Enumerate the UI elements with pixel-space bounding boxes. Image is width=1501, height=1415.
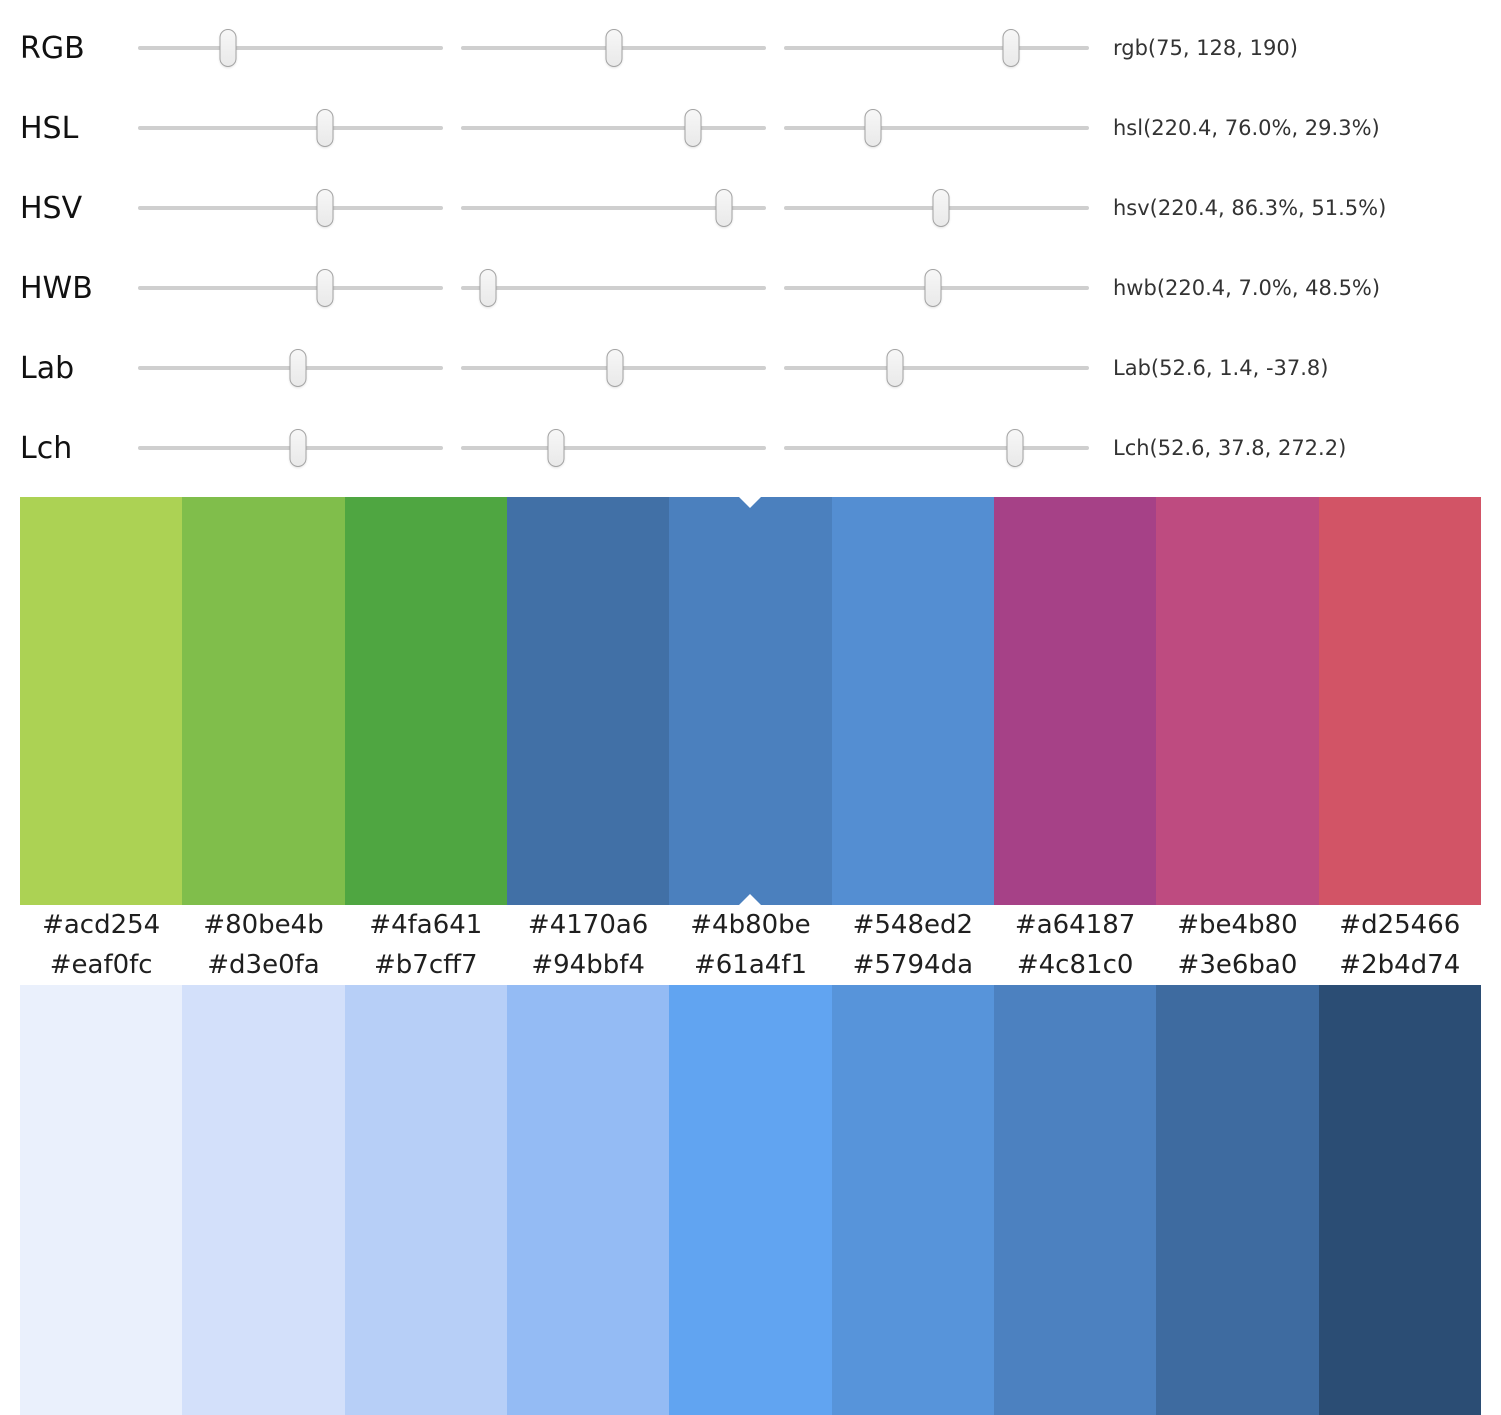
selected-marker-bottom-icon	[739, 894, 762, 905]
rgb-value-text: rgb(75, 128, 190)	[1113, 36, 1298, 60]
hwb-slider-track-3[interactable]	[784, 269, 1089, 307]
hsv-value-text: hsv(220.4, 86.3%, 51.5%)	[1113, 196, 1387, 220]
hsv-slider-track-3[interactable]	[784, 189, 1089, 227]
hue-hex-label-4: #4b80be	[690, 910, 811, 940]
hue-swatch-6[interactable]	[993, 497, 1157, 905]
shade-swatch-8[interactable]	[1318, 985, 1481, 1415]
shade-hex-label-6: #4c81c0	[1016, 950, 1134, 980]
hsl-slider-handle-1[interactable]	[316, 109, 334, 147]
hwb-slider-track-1[interactable]	[138, 269, 443, 307]
hwb-slider-handle-1[interactable]	[316, 269, 334, 307]
hue-swatch-5[interactable]	[831, 497, 994, 905]
colorspace-label-hwb: HWB	[20, 270, 93, 306]
lab-slider-handle-3[interactable]	[886, 349, 904, 387]
shade-palette	[20, 985, 1481, 1415]
lch-slider-handle-3[interactable]	[1006, 429, 1024, 467]
hsv-slider-track-1[interactable]	[138, 189, 443, 227]
shade-hex-label-1: #d3e0fa	[207, 950, 320, 980]
rgb-slider-track-2[interactable]	[461, 29, 766, 67]
lab-slider-track-3[interactable]	[784, 349, 1089, 387]
hsv-slider-handle-2[interactable]	[715, 189, 733, 227]
slider-row-rgb: RGB rgb(75, 128, 190)	[20, 8, 1501, 88]
lab-value-text: Lab(52.6, 1.4, -37.8)	[1113, 356, 1329, 380]
selected-marker-top-icon	[739, 497, 762, 508]
shade-hex-label-2: #b7cff7	[374, 950, 478, 980]
rgb-slider-handle-1[interactable]	[219, 29, 237, 67]
hsv-slider-track-2[interactable]	[461, 189, 766, 227]
shade-hex-label-8: #2b4d74	[1339, 950, 1461, 980]
hsl-slider-track-2[interactable]	[461, 109, 766, 147]
hue-hex-label-3: #4170a6	[527, 910, 649, 940]
lch-slider-handle-1[interactable]	[289, 429, 307, 467]
shade-swatch-0[interactable]	[20, 985, 183, 1415]
hsv-slider-handle-3[interactable]	[932, 189, 950, 227]
hue-swatch-3[interactable]	[506, 497, 670, 905]
hsl-value-text: hsl(220.4, 76.0%, 29.3%)	[1113, 116, 1380, 140]
lch-slider-track-3[interactable]	[784, 429, 1089, 467]
shade-swatch-2[interactable]	[344, 985, 507, 1415]
lch-slider-track-2[interactable]	[461, 429, 766, 467]
hue-hex-label-2: #4fa641	[369, 910, 483, 940]
hue-swatch-8[interactable]	[1318, 497, 1481, 905]
hsl-slider-track-3[interactable]	[784, 109, 1089, 147]
lch-slider-track-1[interactable]	[138, 429, 443, 467]
hue-swatch-4-selected[interactable]	[669, 497, 832, 905]
shade-hex-label-4: #61a4f1	[693, 950, 807, 980]
shade-hex-label-0: #eaf0fc	[49, 950, 153, 980]
shade-hex-label-7: #3e6ba0	[1177, 950, 1298, 980]
hue-swatch-7[interactable]	[1156, 497, 1319, 905]
hue-palette	[20, 497, 1481, 905]
shade-hex-label-5: #5794da	[852, 950, 973, 980]
hsl-slider-track-1[interactable]	[138, 109, 443, 147]
slider-row-hwb: HWB hwb(220.4, 7.0%, 48.5%)	[20, 248, 1501, 328]
colorspace-label-rgb: RGB	[20, 30, 85, 66]
rgb-slider-track-3[interactable]	[784, 29, 1089, 67]
hue-hex-labels: #acd254 #80be4b #4fa641 #4170a6 #4b80be …	[20, 905, 1481, 945]
colorspace-sliders: RGB rgb(75, 128, 190) HSL hsl(220.4, 76.…	[0, 0, 1501, 488]
hue-swatch-2[interactable]	[344, 497, 507, 905]
rgb-slider-handle-2[interactable]	[605, 29, 623, 67]
shade-swatch-6[interactable]	[993, 985, 1157, 1415]
lch-slider-handle-2[interactable]	[547, 429, 565, 467]
shade-hex-label-3: #94bbf4	[531, 950, 645, 980]
shade-swatch-4[interactable]	[669, 985, 832, 1415]
slider-row-lch: Lch Lch(52.6, 37.8, 272.2)	[20, 408, 1501, 488]
slider-row-hsl: HSL hsl(220.4, 76.0%, 29.3%)	[20, 88, 1501, 168]
shade-swatch-3[interactable]	[506, 985, 670, 1415]
hue-swatch-1[interactable]	[182, 497, 345, 905]
shade-swatch-5[interactable]	[831, 985, 994, 1415]
colorspace-label-hsl: HSL	[20, 110, 79, 146]
hue-hex-label-6: #a64187	[1014, 910, 1136, 940]
rgb-slider-track-1[interactable]	[138, 29, 443, 67]
lab-slider-handle-1[interactable]	[289, 349, 307, 387]
hwb-slider-track-2[interactable]	[461, 269, 766, 307]
hwb-value-text: hwb(220.4, 7.0%, 48.5%)	[1113, 276, 1381, 300]
hwb-slider-handle-3[interactable]	[924, 269, 942, 307]
hue-hex-label-8: #d25466	[1339, 910, 1461, 940]
hsv-slider-handle-1[interactable]	[316, 189, 334, 227]
colorspace-label-lab: Lab	[20, 350, 75, 386]
hue-hex-label-7: #be4b80	[1177, 910, 1298, 940]
hsl-slider-handle-3[interactable]	[864, 109, 882, 147]
lab-slider-track-1[interactable]	[138, 349, 443, 387]
hue-swatch-0[interactable]	[20, 497, 183, 905]
lab-slider-track-2[interactable]	[461, 349, 766, 387]
colorspace-label-lch: Lch	[20, 430, 73, 466]
lch-value-text: Lch(52.6, 37.8, 272.2)	[1113, 436, 1347, 460]
colorspace-label-hsv: HSV	[20, 190, 83, 226]
shade-swatch-7[interactable]	[1156, 985, 1319, 1415]
hue-hex-label-1: #80be4b	[203, 910, 324, 940]
hsl-slider-handle-2[interactable]	[684, 109, 702, 147]
hue-hex-label-5: #548ed2	[852, 910, 974, 940]
shade-swatch-1[interactable]	[182, 985, 345, 1415]
rgb-slider-handle-3[interactable]	[1002, 29, 1020, 67]
hue-hex-label-0: #acd254	[42, 910, 161, 940]
shade-hex-labels: #eaf0fc #d3e0fa #b7cff7 #94bbf4 #61a4f1 …	[20, 945, 1481, 985]
slider-row-hsv: HSV hsv(220.4, 86.3%, 51.5%)	[20, 168, 1501, 248]
slider-row-lab: Lab Lab(52.6, 1.4, -37.8)	[20, 328, 1501, 408]
hwb-slider-handle-2[interactable]	[479, 269, 497, 307]
lab-slider-handle-2[interactable]	[606, 349, 624, 387]
